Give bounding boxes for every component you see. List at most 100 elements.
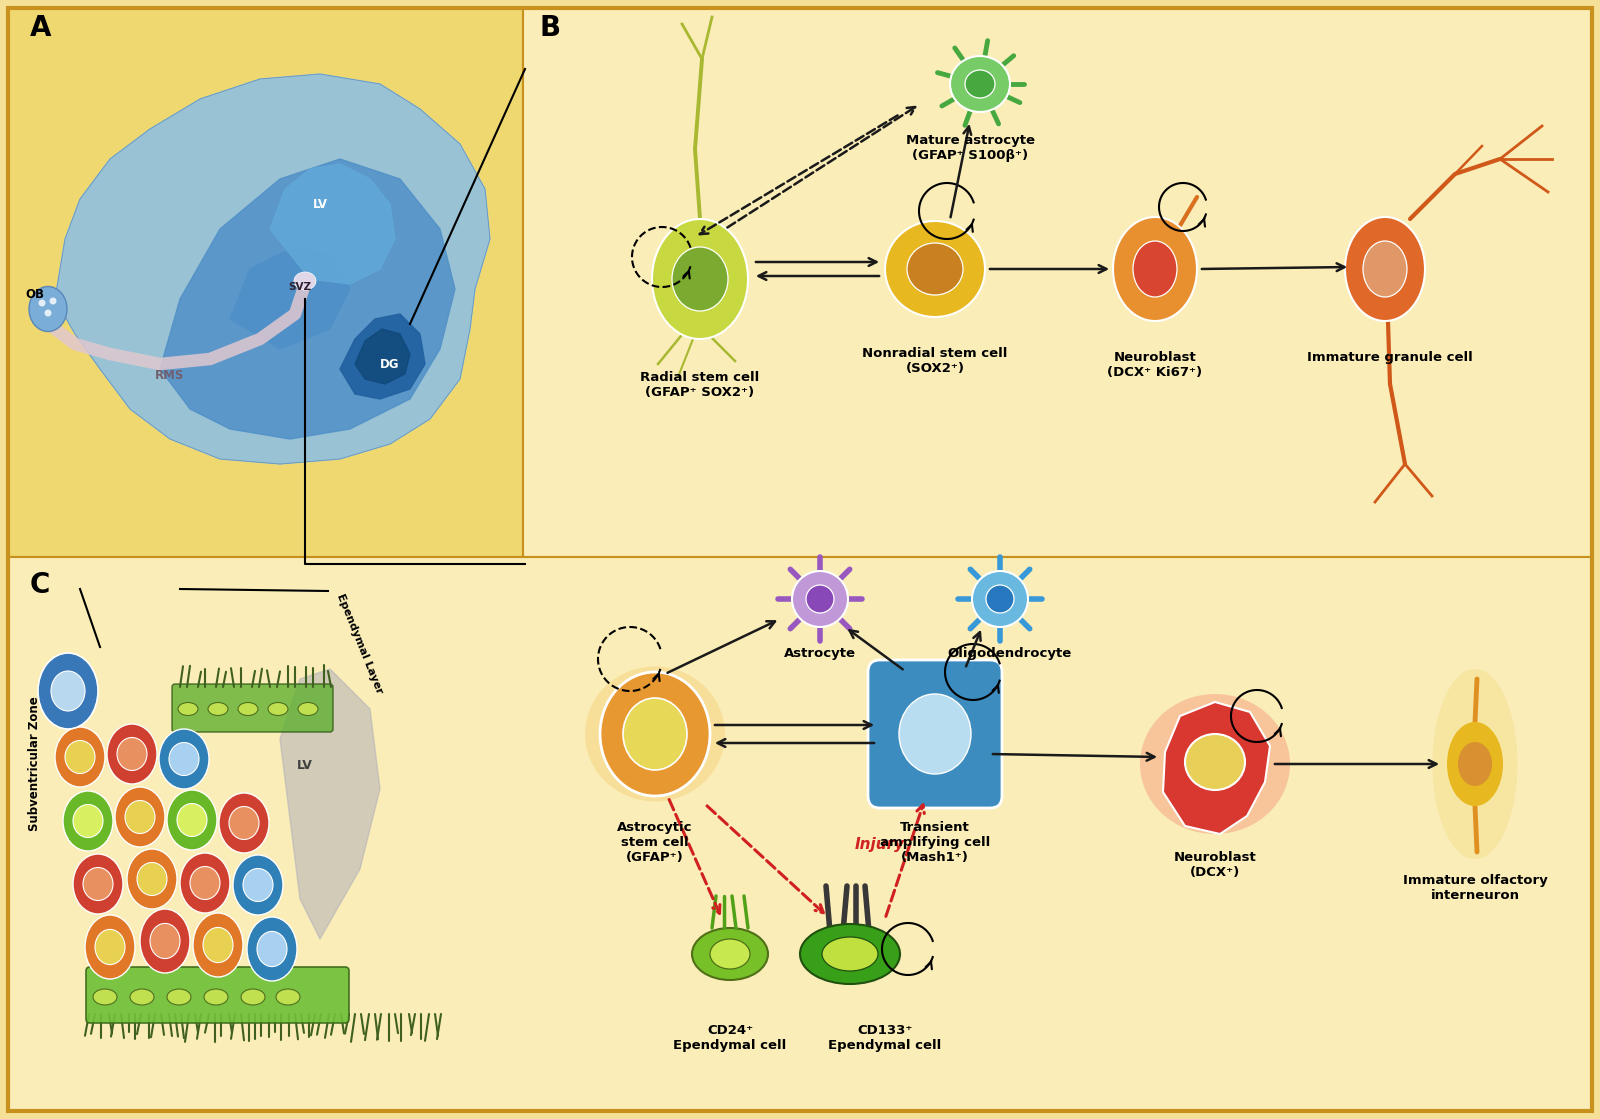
Ellipse shape <box>986 585 1014 613</box>
Ellipse shape <box>243 868 274 902</box>
Ellipse shape <box>190 866 219 900</box>
Text: SVZ: SVZ <box>288 282 312 292</box>
Polygon shape <box>54 74 490 464</box>
Circle shape <box>38 300 45 307</box>
Ellipse shape <box>178 703 198 715</box>
Ellipse shape <box>1139 694 1290 834</box>
Ellipse shape <box>51 671 85 711</box>
Ellipse shape <box>792 571 848 627</box>
Ellipse shape <box>62 791 114 852</box>
Ellipse shape <box>117 737 147 771</box>
Ellipse shape <box>298 703 318 715</box>
FancyBboxPatch shape <box>867 660 1002 808</box>
Ellipse shape <box>141 909 190 974</box>
Text: Astrocytic
stem cell
(GFAP⁺): Astrocytic stem cell (GFAP⁺) <box>618 821 693 864</box>
Ellipse shape <box>125 800 155 834</box>
Ellipse shape <box>950 56 1010 112</box>
Ellipse shape <box>800 924 899 984</box>
Circle shape <box>50 298 56 304</box>
Ellipse shape <box>269 703 288 715</box>
FancyBboxPatch shape <box>173 684 333 732</box>
Polygon shape <box>270 164 395 284</box>
Ellipse shape <box>107 724 157 784</box>
Ellipse shape <box>586 667 725 801</box>
Ellipse shape <box>74 805 102 837</box>
Ellipse shape <box>229 807 259 839</box>
Ellipse shape <box>965 70 995 98</box>
Ellipse shape <box>219 793 269 853</box>
Ellipse shape <box>93 989 117 1005</box>
Text: CD133⁺
Ependymal cell: CD133⁺ Ependymal cell <box>829 1024 942 1052</box>
Polygon shape <box>160 159 454 439</box>
Polygon shape <box>230 250 350 349</box>
Text: Ependymal Layer: Ependymal Layer <box>336 593 384 696</box>
Text: A: A <box>30 15 51 43</box>
Ellipse shape <box>166 989 190 1005</box>
Ellipse shape <box>138 863 166 895</box>
FancyBboxPatch shape <box>86 967 349 1023</box>
Ellipse shape <box>38 653 98 728</box>
Ellipse shape <box>899 694 971 774</box>
Polygon shape <box>339 314 426 399</box>
Text: CD24⁺
Ependymal cell: CD24⁺ Ependymal cell <box>674 1024 787 1052</box>
Ellipse shape <box>83 867 114 901</box>
Ellipse shape <box>178 803 206 837</box>
Ellipse shape <box>246 916 298 981</box>
Text: Astrocyte: Astrocyte <box>784 647 856 660</box>
Polygon shape <box>280 669 381 939</box>
Circle shape <box>45 310 51 317</box>
Ellipse shape <box>277 989 301 1005</box>
Ellipse shape <box>710 939 750 969</box>
Ellipse shape <box>653 219 749 339</box>
Ellipse shape <box>907 243 963 295</box>
Ellipse shape <box>208 703 229 715</box>
Ellipse shape <box>179 853 230 913</box>
Text: Subventricular Zone: Subventricular Zone <box>29 697 42 831</box>
Ellipse shape <box>115 787 165 847</box>
Text: C: C <box>30 571 50 599</box>
Ellipse shape <box>150 923 179 959</box>
Ellipse shape <box>885 220 986 317</box>
Ellipse shape <box>1363 241 1406 297</box>
Text: LV: LV <box>298 759 314 772</box>
Text: Mature astrocyte
(GFAP⁺ S100β⁺): Mature astrocyte (GFAP⁺ S100β⁺) <box>906 134 1035 162</box>
Ellipse shape <box>238 703 258 715</box>
Ellipse shape <box>85 915 134 979</box>
FancyBboxPatch shape <box>8 8 523 557</box>
Ellipse shape <box>242 989 266 1005</box>
Text: OB: OB <box>26 288 45 301</box>
Ellipse shape <box>1432 669 1517 859</box>
Text: LV: LV <box>312 197 328 210</box>
Ellipse shape <box>691 928 768 980</box>
Text: DG: DG <box>381 357 400 370</box>
Ellipse shape <box>166 790 218 850</box>
Ellipse shape <box>66 741 94 773</box>
Text: Neuroblast
(DCX⁺): Neuroblast (DCX⁺) <box>1174 852 1256 880</box>
Text: Immature olfactory
interneuron: Immature olfactory interneuron <box>1403 874 1547 902</box>
Polygon shape <box>355 329 410 384</box>
Text: B: B <box>541 15 562 43</box>
Text: Radial stem cell
(GFAP⁺ SOX2⁺): Radial stem cell (GFAP⁺ SOX2⁺) <box>640 372 760 399</box>
Ellipse shape <box>1114 217 1197 321</box>
Ellipse shape <box>205 989 229 1005</box>
Ellipse shape <box>822 937 878 971</box>
Ellipse shape <box>973 571 1027 627</box>
Ellipse shape <box>1446 722 1502 806</box>
FancyBboxPatch shape <box>8 557 1592 1111</box>
Ellipse shape <box>203 928 234 962</box>
Text: Neuroblast
(DCX⁺ Ki67⁺): Neuroblast (DCX⁺ Ki67⁺) <box>1107 351 1203 379</box>
Ellipse shape <box>294 272 317 290</box>
Text: Transient
amplifying cell
(Mash1⁺): Transient amplifying cell (Mash1⁺) <box>880 821 990 864</box>
Ellipse shape <box>158 728 210 789</box>
Ellipse shape <box>622 698 686 770</box>
Ellipse shape <box>1346 217 1426 321</box>
Ellipse shape <box>234 855 283 915</box>
Ellipse shape <box>126 849 178 909</box>
Ellipse shape <box>94 930 125 965</box>
Ellipse shape <box>74 854 123 914</box>
Ellipse shape <box>130 989 154 1005</box>
Text: Oligodendrocyte: Oligodendrocyte <box>947 647 1072 660</box>
Ellipse shape <box>1133 241 1178 297</box>
Text: RMS: RMS <box>155 369 184 382</box>
Ellipse shape <box>1186 734 1245 790</box>
